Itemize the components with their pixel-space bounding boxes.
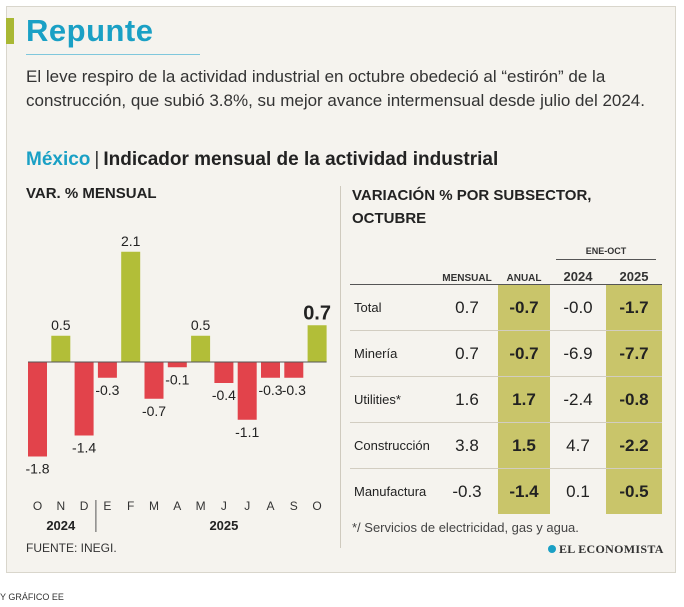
page-title: Repunte bbox=[26, 13, 154, 48]
col-header-2024: 2024 bbox=[550, 262, 606, 285]
x-tick-label: N bbox=[56, 499, 65, 513]
cell-anual: 1.5 bbox=[498, 422, 550, 469]
row-name: Construcción bbox=[350, 422, 436, 469]
chart-bar bbox=[28, 362, 47, 457]
chart-bar bbox=[97, 362, 117, 378]
indicator-title: Indicador mensual de la actividad indust… bbox=[103, 149, 499, 170]
image-credit: Y GRÁFICO EE bbox=[0, 592, 64, 602]
x-tick-label: E bbox=[103, 499, 111, 513]
bar-value-label: -0.4 bbox=[212, 387, 236, 403]
section-heading: México | Indicador mensual de la actividad… bbox=[26, 149, 498, 171]
cell-mensual: 0.7 bbox=[436, 330, 498, 377]
cell-2025: -2.2 bbox=[606, 422, 662, 469]
row-name: Minería bbox=[350, 330, 436, 377]
bar-value-label: -1.1 bbox=[235, 424, 259, 440]
bar-value-label: 2.1 bbox=[121, 233, 141, 249]
chart-bar bbox=[121, 251, 141, 362]
chart-bar bbox=[191, 335, 211, 362]
bar-value-label: 0.5 bbox=[191, 317, 211, 333]
cell-2025: -1.7 bbox=[606, 284, 662, 331]
col-header-anual: ANUAL bbox=[498, 262, 550, 285]
x-tick-label: J bbox=[244, 499, 250, 513]
cell-mensual: 3.8 bbox=[436, 422, 498, 469]
brand-icon bbox=[548, 545, 556, 553]
table-footnote: */ Servicios de electricidad, gas y agua… bbox=[352, 520, 579, 535]
x-tick-label: M bbox=[149, 499, 159, 513]
x-tick-label: O bbox=[312, 499, 321, 513]
cell-2024: 4.7 bbox=[550, 422, 606, 469]
table-row: Total 0.7 -0.7 -0.0 -1.7 bbox=[350, 284, 662, 331]
bar-value-label: -0.3 bbox=[95, 382, 119, 398]
brand-logo: EL ECONOMISTA bbox=[548, 542, 664, 557]
chart-bar bbox=[307, 325, 327, 362]
table-row: Utilities* 1.6 1.7 -2.4 -0.8 bbox=[350, 376, 662, 423]
cell-2024: -0.0 bbox=[550, 284, 606, 331]
source-note: FUENTE: INEGI. bbox=[26, 541, 117, 555]
bar-value-label: -1.8 bbox=[25, 461, 49, 477]
country-label: México bbox=[26, 149, 91, 170]
x-tick-label: A bbox=[266, 499, 274, 513]
chart-bar bbox=[261, 362, 280, 378]
title-underline bbox=[26, 54, 200, 55]
chart-bar bbox=[74, 362, 94, 436]
x-tick-label: D bbox=[80, 499, 89, 513]
x-tick-label: M bbox=[196, 499, 206, 513]
x-tick-label: J bbox=[221, 499, 227, 513]
bar-value-label: -0.3 bbox=[282, 382, 306, 398]
cell-2024: -2.4 bbox=[550, 376, 606, 423]
table-row: Construcción 3.8 1.5 4.7 -2.2 bbox=[350, 422, 662, 469]
row-name: Utilities* bbox=[350, 376, 436, 423]
title-accent-bar bbox=[6, 18, 14, 44]
chart-bar bbox=[214, 362, 234, 383]
chart-bar bbox=[237, 362, 257, 420]
table-title: VARIACIÓN % POR SUBSECTOR, OCTUBRE bbox=[352, 187, 592, 227]
x-tick-label: A bbox=[173, 499, 181, 513]
chart-bar bbox=[144, 362, 164, 399]
chart-bar bbox=[51, 335, 71, 362]
bar-value-label: -0.3 bbox=[258, 382, 282, 398]
cell-anual: 1.7 bbox=[498, 376, 550, 423]
col-header-2025: 2025 bbox=[606, 262, 662, 285]
cell-mensual: 0.7 bbox=[436, 284, 498, 331]
cell-2024: 0.1 bbox=[566, 481, 590, 501]
bar-value-label: 0.7 bbox=[303, 302, 331, 324]
table-row: Minería 0.7 -0.7 -6.9 -7.7 bbox=[350, 330, 662, 377]
col-header-mensual: MENSUAL bbox=[436, 262, 498, 285]
row-name: Manufactura bbox=[354, 484, 427, 499]
cell-2025: -0.8 bbox=[606, 376, 662, 423]
column-divider bbox=[340, 186, 341, 548]
bar-value-label: -0.1 bbox=[165, 371, 189, 387]
group-header-ene-oct: ENE-OCT bbox=[550, 240, 662, 262]
cell-2025: -7.7 bbox=[606, 330, 662, 377]
cell-anual: -1.4 bbox=[498, 468, 550, 514]
x-tick-label: O bbox=[33, 499, 42, 513]
cell-mensual: 1.6 bbox=[436, 376, 498, 423]
x-tick-label: F bbox=[127, 499, 134, 513]
year-label-2024: 2024 bbox=[46, 518, 76, 533]
bar-value-label: 0.5 bbox=[51, 317, 71, 333]
table-row: Manufactura -0.3 -1.4 0.1 -0.5 bbox=[350, 468, 662, 514]
cell-anual: -0.7 bbox=[498, 284, 550, 331]
cell-mensual: -0.3 bbox=[452, 481, 482, 501]
cell-2024: -6.9 bbox=[550, 330, 606, 377]
bar-value-label: -1.4 bbox=[72, 440, 96, 456]
intro-text: El leve respiro de la actividad industri… bbox=[26, 67, 645, 110]
row-name: Total bbox=[350, 284, 436, 331]
cell-2025: -0.5 bbox=[606, 468, 662, 514]
chart-title: VAR. % MENSUAL bbox=[26, 185, 157, 202]
chart-bar bbox=[167, 362, 187, 368]
cell-anual: -0.7 bbox=[498, 330, 550, 377]
bar-value-label: -0.7 bbox=[142, 403, 166, 419]
chart-bar bbox=[284, 362, 304, 378]
year-label-2025: 2025 bbox=[209, 518, 238, 533]
x-tick-label: S bbox=[290, 499, 298, 513]
subsector-table: ENE-OCT MENSUAL ANUAL 2024 2025 Total 0.… bbox=[350, 240, 662, 514]
heading-separator: | bbox=[94, 149, 100, 170]
